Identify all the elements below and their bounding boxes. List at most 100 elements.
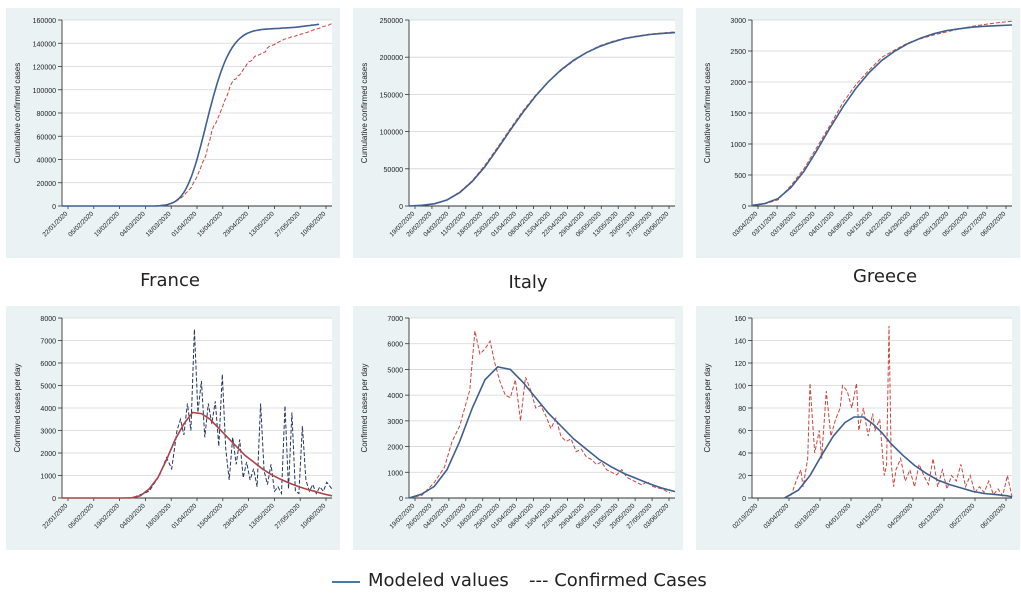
y-axis-label: Confirmed cases per day <box>13 364 22 453</box>
y-tick-label: 6000 <box>40 361 56 368</box>
country-label-france: France <box>140 270 200 291</box>
y-tick-label: 60 <box>738 429 746 436</box>
y-axis-label: Confirmed cases per day <box>703 364 712 453</box>
modeled-values-line <box>62 23 320 207</box>
x-tick-label: 05/27/2020 <box>948 502 976 530</box>
plot-area <box>409 20 675 206</box>
y-tick-label: 2000 <box>40 451 56 458</box>
y-tick-label: 100000 <box>380 130 403 137</box>
y-tick-label: 0 <box>52 204 56 211</box>
x-tick-label: 04/15/2020 <box>855 502 883 530</box>
x-tick-label: 03/18/2020 <box>793 502 821 530</box>
legend: Modeled values --- Confirmed Cases <box>0 568 1021 596</box>
italy-daily-chart: 0100020003000400050006000700019/02/20202… <box>360 316 676 530</box>
y-tick-label: 250000 <box>380 18 403 25</box>
y-tick-label: 2500 <box>730 49 746 56</box>
country-label-greece: Greece <box>852 266 918 287</box>
y-tick-label: 2000 <box>730 80 746 87</box>
modeled-values-line <box>408 366 676 499</box>
y-tick-label: 60000 <box>37 134 57 141</box>
y-tick-label: 4000 <box>387 393 403 400</box>
y-tick-label: 40 <box>738 451 746 458</box>
legend-modeled-label: Modeled values <box>368 570 509 591</box>
y-tick-label: 80000 <box>37 111 57 118</box>
y-tick-label: 4000 <box>40 406 56 413</box>
france-cumulative-panel: 0 20000 40000 60000 80000 100000 120000 140000 1… <box>6 8 340 258</box>
modeled-values-line <box>751 24 1013 207</box>
x-tick-label: 10/06/2020 <box>299 210 327 238</box>
modeled-values-line <box>62 411 333 499</box>
y-tick-label: 8000 <box>40 316 56 323</box>
x-tick-label: 04/03/2020 <box>119 502 147 530</box>
y-tick-label: 0 <box>399 204 403 211</box>
confirmed-cases-line <box>784 325 1013 499</box>
y-tick-label: 5000 <box>387 367 403 374</box>
y-tick-label: 500 <box>734 173 746 180</box>
y-tick-label: 0 <box>52 496 56 503</box>
x-tick-label: 18/03/2020 <box>145 210 173 238</box>
y-tick-label: 7000 <box>40 339 56 346</box>
x-tick-label: 15/04/2020 <box>196 502 224 530</box>
x-tick-label: 05/02/2020 <box>67 210 95 238</box>
x-tick-label: 18/03/2020 <box>145 502 173 530</box>
x-tick-label: 01/04/2020 <box>170 210 198 238</box>
y-tick-label: 2000 <box>387 445 403 452</box>
legend-confirmed-label: --- Confirmed Cases <box>529 570 707 591</box>
x-tick-label: 04/03/2020 <box>119 210 147 238</box>
greece-daily-panel: 0 20 40 60 80 100 120 140 160 02/19/2020 03/04/202… <box>696 306 1020 550</box>
y-tick-label: 1000 <box>387 470 403 477</box>
y-tick-label: 160000 <box>33 18 56 25</box>
x-tick-label: 04/01/2020 <box>824 502 852 530</box>
y-axis-label: Cumulative confirmed cases <box>703 63 712 163</box>
y-tick-label: 200000 <box>380 55 403 62</box>
x-tick-label: 22/01/2020 <box>41 210 69 238</box>
y-tick-label: 0 <box>742 496 746 503</box>
y-tick-label: 7000 <box>387 316 403 323</box>
legend-modeled-swatch <box>332 581 360 583</box>
x-tick-label: 29/04/2020 <box>222 210 250 238</box>
y-tick-label: 140000 <box>33 41 56 48</box>
x-tick-label: 15/04/2020 <box>196 210 224 238</box>
x-tick-label: 02/19/2020 <box>731 502 759 530</box>
x-tick-label: 22/01/2020 <box>41 502 69 530</box>
y-tick-label: 20 <box>738 474 746 481</box>
x-tick-label: 01/04/2020 <box>170 502 198 530</box>
x-tick-label: 06/10/2020 <box>979 502 1007 530</box>
x-tick-label: 05/02/2020 <box>67 502 95 530</box>
x-tick-label: 29/04/2020 <box>222 502 250 530</box>
greece-daily-chart: 0 20 40 60 80 100 120 140 160 02/19/2020 03/04/202… <box>703 316 1013 530</box>
x-tick-label: 04/29/2020 <box>886 502 914 530</box>
x-tick-label: 27/05/2020 <box>274 210 302 238</box>
y-tick-label: 1000 <box>730 142 746 149</box>
y-tick-label: 0 <box>399 496 403 503</box>
y-tick-label: 120000 <box>33 65 56 72</box>
country-label-italy: Italy <box>508 272 548 293</box>
greece-cumulative-chart: 05001000150020002500300003/04/202003/11/… <box>703 18 1013 238</box>
y-tick-label: 1500 <box>730 111 746 118</box>
x-tick-label: 05/13/2020 <box>917 502 945 530</box>
y-tick-label: 50000 <box>384 167 404 174</box>
france-daily-panel: 0 1000 2000 3000 4000 5000 6000 7000 8000 22/01/2… <box>6 306 340 550</box>
greece-cumulative-panel: 0 500 1000 1500 2000 2500 3000 03/04/2020 03/11/… <box>696 8 1020 258</box>
modeled-values-line <box>408 31 676 207</box>
x-tick-label: 19/02/2020 <box>93 210 121 238</box>
y-axis-label: Cumulative confirmed cases <box>360 63 369 163</box>
modeled-values-line <box>784 416 1013 499</box>
y-tick-label: 100 <box>734 384 746 391</box>
y-tick-label: 100000 <box>33 88 56 95</box>
y-tick-label: 160 <box>734 316 746 323</box>
x-tick-label: 19/02/2020 <box>93 502 121 530</box>
y-tick-label: 140 <box>734 339 746 346</box>
y-tick-label: 3000 <box>40 429 56 436</box>
x-tick-label: 10/06/2020 <box>299 502 327 530</box>
y-tick-label: 6000 <box>387 342 403 349</box>
confirmed-cases-line <box>408 330 671 499</box>
y-tick-label: 0 <box>742 204 746 211</box>
italy-cumulative-chart: 05000010000015000020000025000019/02/2020… <box>360 18 676 238</box>
y-tick-label: 20000 <box>37 181 57 188</box>
italy-daily-panel: 0 1000 2000 3000 4000 5000 6000 7000 19/02/2020 2… <box>353 306 683 550</box>
y-tick-label: 3000 <box>387 419 403 426</box>
y-tick-label: 1000 <box>40 474 56 481</box>
x-tick-label: 13/05/2020 <box>248 210 276 238</box>
france-daily-chart: 0 1000 2000 3000 4000 5000 6000 7000 8000 22/01/2… <box>13 316 333 530</box>
